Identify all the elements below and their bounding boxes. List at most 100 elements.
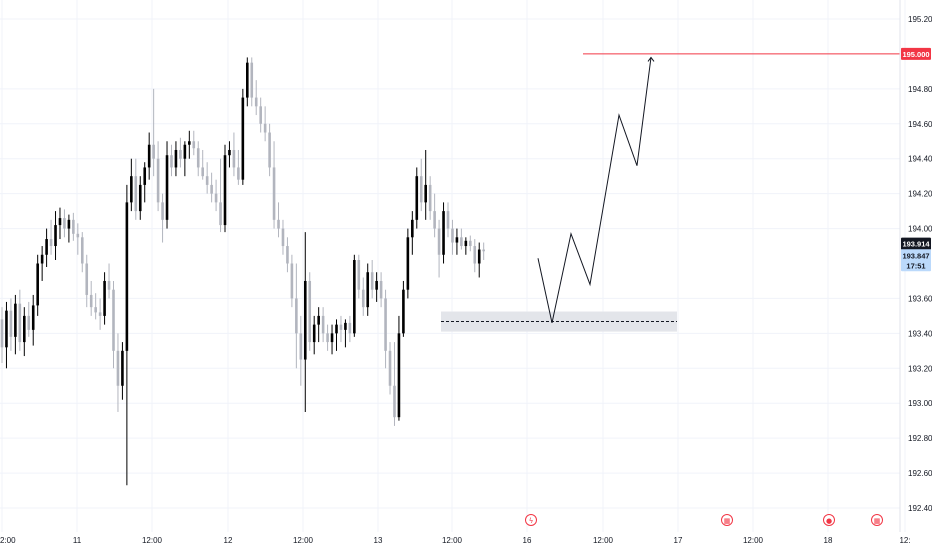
candle-body: [0, 319, 4, 348]
candle: [36, 254, 39, 316]
candle: [339, 315, 343, 343]
candle-body: [201, 167, 204, 177]
candle: [415, 167, 419, 229]
candle-body: [254, 97, 258, 107]
x-tick-label: 12:: [899, 536, 910, 545]
candle: [419, 158, 423, 212]
candle-body: [205, 176, 209, 185]
y-tick-label: 194.200: [908, 190, 932, 199]
candle: [379, 272, 383, 308]
lightning-icon[interactable]: ϟ: [525, 514, 537, 526]
candle: [112, 280, 115, 369]
candle: [165, 141, 169, 229]
candles: [0, 57, 485, 486]
candle: [196, 141, 200, 177]
time-axis[interactable]: 2:00 11 12:00 12 12:00 13 12:00 16 12:00 17 12:00 1…: [0, 536, 911, 545]
candle-body: [330, 333, 334, 343]
candle: [246, 57, 249, 107]
candle: [103, 272, 106, 325]
candle: [344, 319, 347, 348]
candle-body: [460, 237, 463, 247]
candle: [437, 219, 441, 278]
candle-body: [402, 289, 405, 334]
candle: [228, 141, 231, 168]
flag-icon-ring: [721, 514, 733, 526]
candle-body: [174, 149, 178, 168]
candle: [259, 97, 262, 133]
flag-icon[interactable]: ▦: [871, 514, 883, 526]
candle-body: [388, 350, 392, 386]
y-tick-label: 192.800: [908, 434, 932, 443]
flag-icon-glyph: ▦: [874, 517, 881, 525]
event-markers[interactable]: ϟ ▦ ● ▦: [525, 514, 883, 526]
candle: [330, 324, 334, 355]
candle-body: [437, 228, 441, 255]
candle: [469, 235, 472, 252]
x-tick-label: 11: [73, 536, 82, 545]
candle: [214, 179, 218, 212]
candle-body: [31, 305, 35, 330]
candle-body: [344, 322, 347, 330]
candle-body: [303, 280, 307, 360]
projection-line[interactable]: [537, 57, 652, 323]
candle-body: [188, 141, 191, 145]
candle-body: [308, 280, 312, 343]
candle-body: [147, 144, 151, 168]
lightning-icon-ring: [525, 514, 537, 526]
candle: [9, 298, 13, 351]
candle-body: [58, 218, 62, 226]
candle: [0, 307, 4, 364]
candle: [348, 315, 352, 343]
candle-body: [469, 240, 472, 247]
candle: [138, 176, 142, 220]
candle: [94, 293, 97, 320]
candle: [40, 246, 44, 281]
record-icon[interactable]: ●: [823, 514, 835, 526]
candle-body: [366, 272, 370, 308]
target-price-label-text: 195.000: [902, 50, 929, 59]
candle: [286, 237, 289, 273]
bid-price-text: 193.847: [902, 251, 929, 260]
candle: [45, 228, 48, 267]
candle: [321, 307, 325, 343]
candle: [263, 106, 267, 142]
x-tick-label: 12: [224, 536, 233, 545]
candle: [58, 207, 62, 240]
candle-body: [27, 315, 31, 330]
candle-body: [250, 62, 254, 98]
candle: [460, 228, 463, 250]
candle-body: [446, 211, 450, 229]
x-tick-label: 18: [824, 536, 833, 545]
candle: [241, 88, 245, 185]
candle-body: [63, 218, 66, 229]
candle-body: [326, 333, 329, 343]
flag-icon[interactable]: ▦: [721, 514, 733, 526]
candle: [63, 209, 66, 238]
candle-body: [433, 211, 436, 229]
last-price-label-bg: [901, 237, 931, 250]
candle: [326, 324, 329, 351]
candle: [49, 219, 53, 255]
candle-body: [272, 167, 276, 220]
x-tick-label: 12:00: [442, 536, 463, 545]
price-axis[interactable]: 195.200 194.800 194.600 194.400 194.200 194.0…: [908, 15, 932, 513]
demand-zone[interactable]: [441, 311, 677, 332]
candle-body: [134, 176, 138, 212]
candle: [223, 144, 227, 233]
y-tick-label: 194.400: [908, 155, 932, 164]
candle: [433, 193, 436, 238]
candle: [174, 141, 178, 177]
candle-body: [170, 155, 173, 168]
candle-body: [455, 237, 459, 243]
candle-body: [89, 294, 93, 308]
candle: [312, 315, 316, 355]
y-tick-label: 193.200: [908, 364, 932, 373]
projection-path[interactable]: [537, 56, 655, 323]
candle-body: [241, 97, 245, 180]
target-price-label-bg: [901, 47, 931, 60]
y-tick-label: 193.600: [908, 294, 932, 303]
candle: [89, 280, 93, 316]
candle: [402, 280, 405, 337]
candle: [335, 319, 338, 351]
